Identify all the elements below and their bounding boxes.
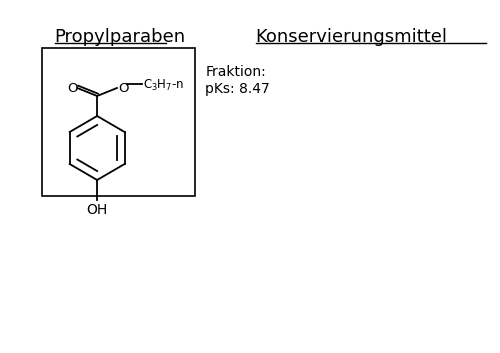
Text: $\mathrm{C_3H_7}$-n: $\mathrm{C_3H_7}$-n	[142, 77, 184, 92]
Text: pKs: 8.47: pKs: 8.47	[205, 82, 270, 96]
Text: O: O	[67, 83, 78, 96]
Bar	[42, 48, 195, 196]
Text: Konservierungsmittel: Konservierungsmittel	[256, 28, 448, 46]
Text: Propylparaben: Propylparaben	[54, 28, 186, 46]
Text: O: O	[118, 83, 128, 96]
Text: Fraktion:: Fraktion:	[205, 65, 266, 79]
Text: OH: OH	[86, 203, 108, 217]
